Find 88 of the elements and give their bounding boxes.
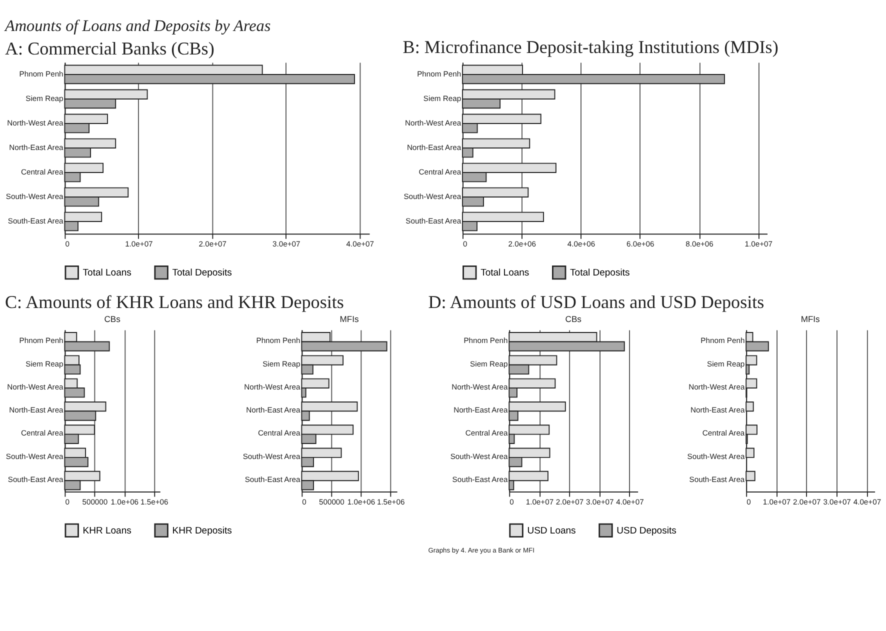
y-tick-label: Phnom Penh [256,336,300,346]
x-tick-label: 2.0e+07 [556,497,584,506]
y-tick-label: South-East Area [8,216,64,226]
y-tick-label: Siem Reap [470,359,508,368]
x-tick-label: 3.0e+07 [586,497,614,506]
legend-label: USD Deposits [616,525,677,536]
y-tick-label: South-West Area [6,192,64,201]
x-tick-label: 1.0e+07 [526,497,554,506]
y-tick-label: North-West Area [404,118,462,128]
y-tick-label: South-East Area [406,216,462,226]
x-tick-label: 1.0e+07 [744,239,773,248]
legend-label: USD Loans [527,525,576,536]
y-tick-label: North-East Area [9,406,64,415]
x-tick-label: 0 [746,497,751,506]
x-tick-label: 1.5e+06 [140,497,168,506]
y-tick-label: Phnom Penh [417,69,462,78]
y-tick-label: South-West Area [242,452,302,461]
legend-label: Total Deposits [570,267,630,278]
x-tick-label: 1.0e+07 [762,497,791,506]
y-tick-label: South-East Area [689,474,746,484]
chart-subtitle: B: Microfinance Deposit-taking Institutions (MDIs) [402,36,778,57]
y-tick-label: South-West Area [687,452,746,461]
y-tick-label: South-West Area [6,452,64,461]
y-tick-label: South-East Area [452,474,508,484]
y-tick-label: South-West Area [404,192,462,201]
y-tick-label: Central Area [418,167,462,176]
y-tick-label: Central Area [702,428,746,438]
y-tick-label: North-East Area [690,406,746,415]
legend-label: Total Loans [480,267,530,278]
y-tick-label: Phnom Penh [700,336,745,346]
x-tick-label: 3.0e+07 [823,497,851,506]
x-tick-label: 500000 [319,497,344,506]
legend-label: KHR Loans [82,525,132,536]
y-tick-label: Phnom Penh [19,69,64,78]
x-tick-label: 2.0e+07 [793,497,821,506]
x-tick-label: 0 [65,239,70,248]
y-tick-label: Phnom Penh [19,336,64,346]
y-tick-label: North-East Area [454,406,508,415]
x-tick-label: 0 [65,497,70,506]
y-tick-label: North-West Area [688,382,746,392]
y-tick-label: Central Area [20,167,64,176]
x-tick-label: 3.0e+07 [272,239,300,248]
y-tick-label: North-West Area [244,382,302,392]
legend-label: Total Deposits [172,267,232,278]
x-tick-label: 0 [510,497,514,506]
x-tick-label: 1.5e+06 [376,497,405,506]
y-tick-label: North-East Area [246,406,302,415]
legend-label: KHR Deposits [172,525,232,536]
chart-subtitle: MFIs [340,314,359,324]
y-tick-label: Siem Reap [423,94,462,103]
y-tick-label: Central Area [258,428,302,438]
y-tick-label: Central Area [20,428,64,438]
x-tick-label: 1.0e+07 [125,239,153,248]
y-tick-label: South-East Area [244,474,302,484]
x-tick-label: 8.0e+06 [686,239,714,248]
y-tick-label: North-West Area [452,382,508,392]
chart-subtitle: CBs [565,314,582,324]
y-tick-label: Siem Reap [262,359,300,368]
y-tick-label: Siem Reap [707,359,745,368]
x-tick-label: 2.0e+07 [198,239,227,248]
chart-title: D: Amounts of USD Loans and USD Deposits [428,292,764,312]
x-tick-label: 500000 [82,497,108,506]
x-tick-label: 4.0e+07 [346,239,374,248]
y-tick-label: North-East Area [9,142,64,152]
y-tick-label: North-West Area [7,382,64,392]
y-tick-label: South-East Area [8,474,64,484]
x-tick-label: 2.0e+06 [508,239,536,248]
chart-subtitle: CBs [104,314,120,324]
y-tick-label: Phnom Penh [464,336,508,346]
y-tick-label: Siem Reap [26,94,64,103]
x-tick-label: 0 [462,239,468,248]
x-tick-label: 4.0e+06 [567,239,596,248]
legend-label: Total Loans [82,267,132,278]
x-tick-label: 1.0e+06 [347,497,376,506]
chart-title: Amounts of Loans and Deposits by Areas [4,18,271,35]
y-tick-label: Siem Reap [26,359,64,368]
x-tick-label: 4.0e+07 [853,497,882,506]
x-tick-label: 0 [302,497,306,506]
y-tick-label: South-West Area [450,452,508,461]
chart-subtitle: MFIs [800,314,820,324]
y-tick-label: Central Area [465,428,508,438]
chart-subtitle: A: Commercial Banks (CBs) [4,38,214,59]
chart-title: C: Amounts of KHR Loans and KHR Deposits [4,292,344,312]
x-tick-label: 1.0e+06 [110,497,139,506]
y-tick-label: North-East Area [406,142,462,152]
x-tick-label: 6.0e+06 [626,239,654,248]
y-tick-label: North-West Area [7,118,64,128]
x-tick-label: 4.0e+07 [616,497,644,506]
